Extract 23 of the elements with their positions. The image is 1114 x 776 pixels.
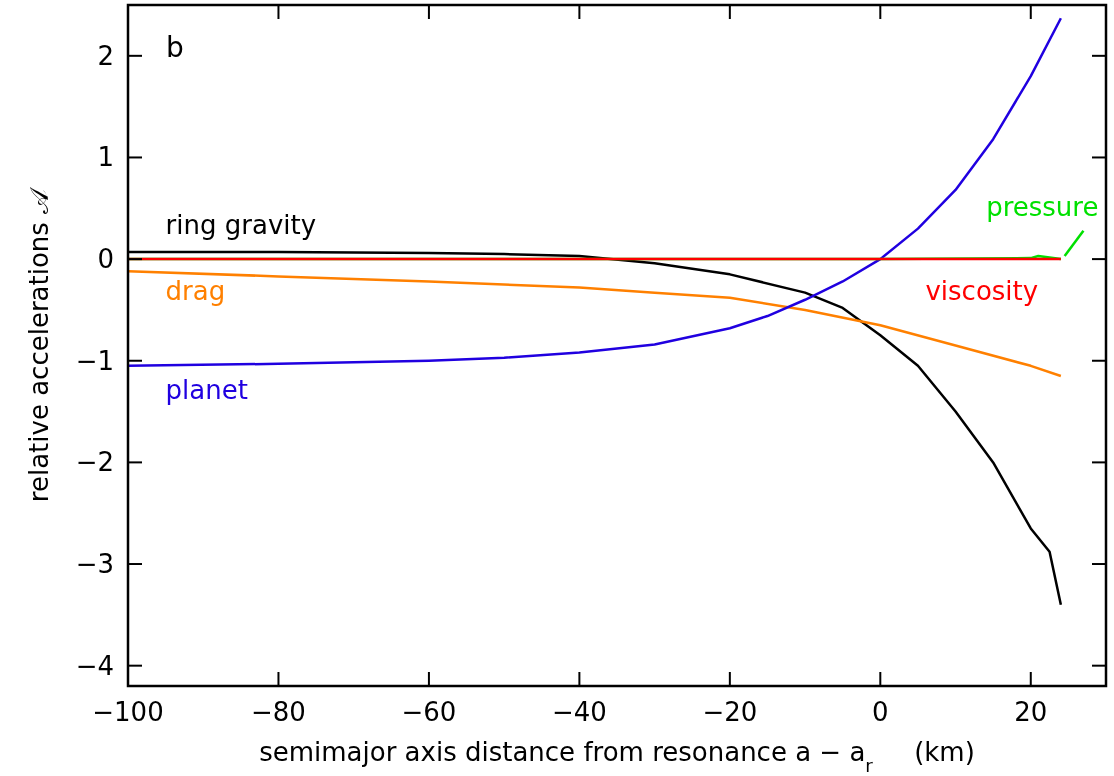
y-axis-title: relative accelerations 𝒜 (24, 186, 54, 503)
text: semimajor axis distance from resonance a − a$_{r}$ (km) (259, 737, 975, 776)
annotation: b (166, 31, 184, 64)
x-tick-label: 0 (872, 697, 889, 727)
x-tick-label: −60 (401, 697, 457, 727)
series-label: drag (165, 275, 226, 306)
y-tick-label: 1 (97, 142, 114, 173)
y-tick-label: 0 (97, 244, 114, 275)
series-label: viscosity (925, 275, 1039, 306)
x-tick-label: −20 (702, 697, 758, 727)
series-label: planet (165, 375, 248, 406)
line-series (126, 270, 1063, 378)
y-tick-label: 2 (97, 40, 114, 71)
y-tick-label: −4 (75, 650, 114, 681)
series-label: pressure (986, 192, 1099, 223)
x-tick-label: −100 (92, 697, 164, 727)
series-label: ring gravity (165, 209, 317, 240)
y-tick-label: −3 (75, 549, 114, 580)
x-tick-label: −40 (551, 697, 607, 727)
y-tick-label: −1 (75, 345, 114, 376)
x-tick-label: −80 (251, 697, 306, 727)
y-tick-label: −2 (75, 447, 114, 478)
x-tick-label: 20 (1014, 697, 1048, 727)
